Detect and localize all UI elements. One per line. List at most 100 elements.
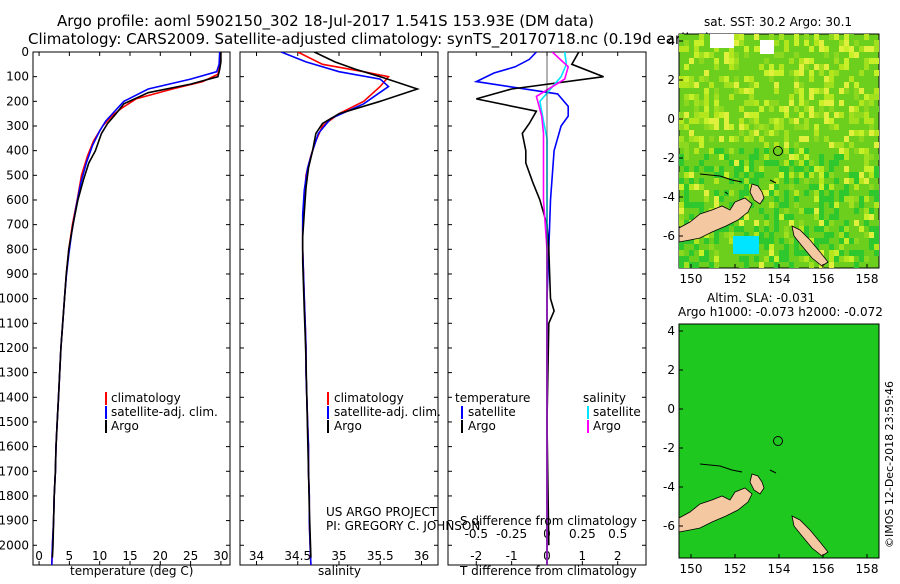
sst-cell (789, 238, 794, 244)
sst-cell (714, 262, 719, 268)
sst-cell (794, 178, 799, 184)
sst-cell (749, 94, 754, 100)
sst-cell (779, 238, 784, 244)
sst-cell (789, 154, 794, 160)
sst-cell (704, 118, 709, 124)
sst-cell (694, 262, 699, 268)
x-tick-label: 34.5 (284, 549, 311, 563)
sst-cell (819, 112, 824, 118)
sla-map-title-line1: Altim. SLA: -0.031 (707, 291, 815, 305)
sst-cell (679, 250, 684, 256)
sst-cell (819, 124, 824, 130)
sst-cell (824, 232, 829, 238)
sst-cell (819, 40, 824, 46)
sst-cell (829, 34, 834, 40)
sst-cell (694, 202, 699, 208)
sst-cell (739, 106, 744, 112)
sst-cell (739, 172, 744, 178)
sst-cell (684, 124, 689, 130)
x-tick-label: 35.5 (367, 549, 394, 563)
sst-cell (714, 190, 719, 196)
sst-cell (714, 166, 719, 172)
sst-cell (749, 76, 754, 82)
sst-cell (714, 58, 719, 64)
sst-cell (704, 106, 709, 112)
sst-cell (689, 58, 694, 64)
sst-cell (719, 148, 724, 154)
sst-cell (804, 106, 809, 112)
sst-cell (679, 112, 684, 118)
series-line-climatology (51, 52, 222, 565)
sst-cell (779, 106, 784, 112)
sst-cell (869, 94, 874, 100)
sst-cell (829, 202, 834, 208)
sst-cell (699, 250, 704, 256)
sst-cell (784, 52, 789, 58)
sst-cell (704, 196, 709, 202)
sst-cell (729, 190, 734, 196)
sst-cell (739, 118, 744, 124)
x-tick-label: 36 (414, 549, 429, 563)
sst-cell (679, 244, 684, 250)
sst-cell (714, 88, 719, 94)
sst-cell (824, 52, 829, 58)
sst-cell (834, 208, 839, 214)
sst-cell (784, 184, 789, 190)
sst-cell (699, 70, 704, 76)
sst-cell (869, 130, 874, 136)
sst-cell (789, 130, 794, 136)
sst-cell (784, 160, 789, 166)
depth-tick-label: 700 (6, 218, 29, 232)
sst-cell (759, 100, 764, 106)
sst-cell (799, 172, 804, 178)
sst-cell (874, 238, 879, 244)
sst-cell (794, 70, 799, 76)
sst-cell (709, 178, 714, 184)
sst-cell (749, 172, 754, 178)
sst-cell (854, 82, 859, 88)
sst-cell (779, 100, 784, 106)
sst-cell (794, 154, 799, 160)
sst-cell (689, 130, 694, 136)
sst-cell (814, 238, 819, 244)
sst-cell (769, 64, 774, 70)
sst-cell (854, 262, 859, 268)
sst-cell (834, 214, 839, 220)
legend-label-satellite: satellite-adj. clim. (334, 405, 441, 419)
sst-cell (829, 124, 834, 130)
sst-cell (874, 220, 879, 226)
sst-cell (764, 220, 769, 226)
sst-cell (689, 184, 694, 190)
sst-cell (679, 178, 684, 184)
sst-cell (864, 220, 869, 226)
sst-cell (774, 40, 779, 46)
sst-cell (854, 64, 859, 70)
sst-cell (809, 82, 814, 88)
sst-cell (684, 46, 689, 52)
sst-cell (759, 172, 764, 178)
sst-cell (714, 124, 719, 130)
sst-cell (829, 166, 834, 172)
sst-cell (819, 196, 824, 202)
map-x-tick-label: 158 (856, 562, 879, 576)
series-line-temperature-argo (476, 52, 604, 546)
sst-cell (734, 226, 739, 232)
map-y-tick-label: -4 (663, 190, 675, 204)
sst-cell (704, 76, 709, 82)
sst-cell (719, 106, 724, 112)
sst-cell (844, 124, 849, 130)
sst-cell (864, 94, 869, 100)
depth-tick-label: 1000 (0, 292, 29, 306)
temperature-lines (51, 52, 222, 565)
sst-cell (684, 148, 689, 154)
legend-label-sal-satellite: satellite (593, 405, 641, 419)
sst-cell (864, 238, 869, 244)
sst-cell (679, 76, 684, 82)
sst-cell (679, 142, 684, 148)
sst-cell (824, 184, 829, 190)
sst-cell (814, 166, 819, 172)
depth-tick-label: 1300 (0, 366, 29, 380)
sst-cell (859, 250, 864, 256)
sst-cell (749, 112, 754, 118)
sst-cell (784, 172, 789, 178)
